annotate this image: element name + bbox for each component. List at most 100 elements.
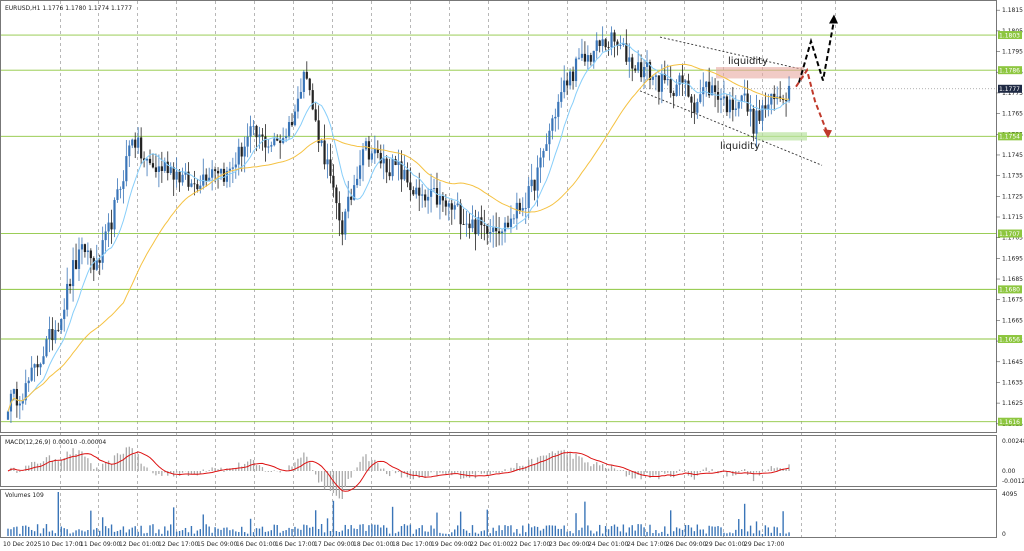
candle-body xyxy=(634,68,637,71)
candle-body xyxy=(533,179,536,191)
arrow-down-head xyxy=(823,129,832,139)
candle-body xyxy=(737,101,740,109)
candle-body xyxy=(400,161,403,180)
candle-body xyxy=(370,153,373,160)
candle-body xyxy=(273,138,276,146)
candle-body xyxy=(725,96,729,113)
candle-body xyxy=(205,174,208,182)
candle-body xyxy=(213,169,217,171)
candle-body xyxy=(489,231,492,234)
y-tick-label: 1.1715 xyxy=(1002,214,1023,221)
candle-body xyxy=(743,93,746,96)
price-tag: 1.1803 xyxy=(999,32,1020,39)
x-tick-label: 17 Dec 09:00 xyxy=(314,541,355,548)
candle-body xyxy=(628,57,631,62)
candle-body xyxy=(314,109,317,121)
candle-body xyxy=(642,66,646,78)
y-tick-label: 1.1725 xyxy=(1002,193,1023,200)
price-tag: 1.1616 xyxy=(999,419,1020,426)
candle-body xyxy=(216,170,220,174)
y-tick-label: 1.1705 xyxy=(1002,235,1023,242)
candle-body xyxy=(509,218,513,228)
candle-body xyxy=(631,57,634,69)
candle-body xyxy=(784,100,788,101)
candle-body xyxy=(320,140,323,143)
candle-body xyxy=(71,260,75,287)
candle-body xyxy=(356,178,359,186)
candle-body xyxy=(169,167,172,174)
moving-averages xyxy=(7,42,790,412)
macd-panel-frame xyxy=(0,435,997,487)
liquidity-zone-top xyxy=(716,67,804,79)
price-tag: 1.1707 xyxy=(999,231,1020,238)
candle-body xyxy=(625,43,628,62)
candle-body xyxy=(113,199,116,230)
candle-body xyxy=(563,80,566,93)
candle-body xyxy=(660,73,663,92)
candle-body xyxy=(219,168,223,174)
y-tick-label: 1.1635 xyxy=(1002,379,1023,386)
candle-body xyxy=(332,175,335,188)
x-tick-label: 16 Dec 01:00 xyxy=(236,541,277,548)
price-tag-bg xyxy=(998,335,1022,344)
candle-body xyxy=(427,196,430,201)
candle-body xyxy=(586,55,589,62)
candle-body xyxy=(373,149,376,154)
candle-body xyxy=(456,203,459,206)
candle-body xyxy=(429,188,433,197)
price-tag-bg xyxy=(998,132,1022,141)
candle-body xyxy=(610,32,613,48)
liquidity-zone-bottom xyxy=(757,132,807,141)
projection-down-path xyxy=(795,67,828,133)
candle-body xyxy=(773,93,776,100)
candle-body xyxy=(592,50,595,62)
candle-body xyxy=(468,223,471,229)
candle-body xyxy=(258,134,261,138)
y-tick-label: 1.1775 xyxy=(1002,90,1023,97)
candle-body xyxy=(145,158,149,161)
price-tag: 1.1656 xyxy=(999,336,1020,343)
candle-body xyxy=(758,110,761,121)
candle-body xyxy=(421,194,424,196)
symbol-info: EURUSD,H1 1.1776 1.1780 1.1774 1.1777 xyxy=(5,5,132,12)
candle-body xyxy=(681,75,684,83)
volume-bars xyxy=(7,492,790,536)
candle-body xyxy=(175,171,178,180)
x-tick-label: 10 Dec 2025 xyxy=(3,541,42,548)
candle-body xyxy=(261,134,264,137)
volume-label: Volumes 109 xyxy=(5,492,44,499)
candle-body xyxy=(15,389,18,406)
candle-body xyxy=(51,329,54,341)
candle-body xyxy=(225,170,229,182)
price-tag-bg xyxy=(998,66,1022,75)
candle-body xyxy=(571,71,575,82)
candle-body xyxy=(486,225,489,234)
y-tick-label: 1.1765 xyxy=(1002,111,1023,118)
candle-body xyxy=(406,169,409,183)
candle-body xyxy=(722,96,726,99)
macd-y-tick-label: 0.00 xyxy=(1002,468,1016,475)
price-tag-bg xyxy=(998,31,1022,40)
channel-top xyxy=(659,36,807,71)
candle-body xyxy=(163,161,166,171)
candle-body xyxy=(672,92,675,96)
candle-body xyxy=(252,125,255,127)
candle-body xyxy=(208,177,211,182)
candle-body xyxy=(382,158,385,164)
candle-body xyxy=(539,157,542,168)
candle-body xyxy=(566,80,569,86)
price-axis: 1.18151.18051.17951.17851.17751.17651.17… xyxy=(996,7,1024,538)
candle-body xyxy=(574,58,578,82)
candle-body xyxy=(385,158,388,173)
y-tick-label: 1.1795 xyxy=(1002,49,1023,56)
candle-body xyxy=(184,171,187,175)
candle-body xyxy=(734,108,737,110)
candle-body xyxy=(601,39,604,46)
candle-body xyxy=(338,203,341,221)
candle-body xyxy=(554,116,557,119)
candle-body xyxy=(740,95,743,102)
candle-body xyxy=(693,102,696,113)
candle-body xyxy=(716,91,720,100)
candle-body xyxy=(361,149,365,166)
candle-body xyxy=(240,146,243,157)
